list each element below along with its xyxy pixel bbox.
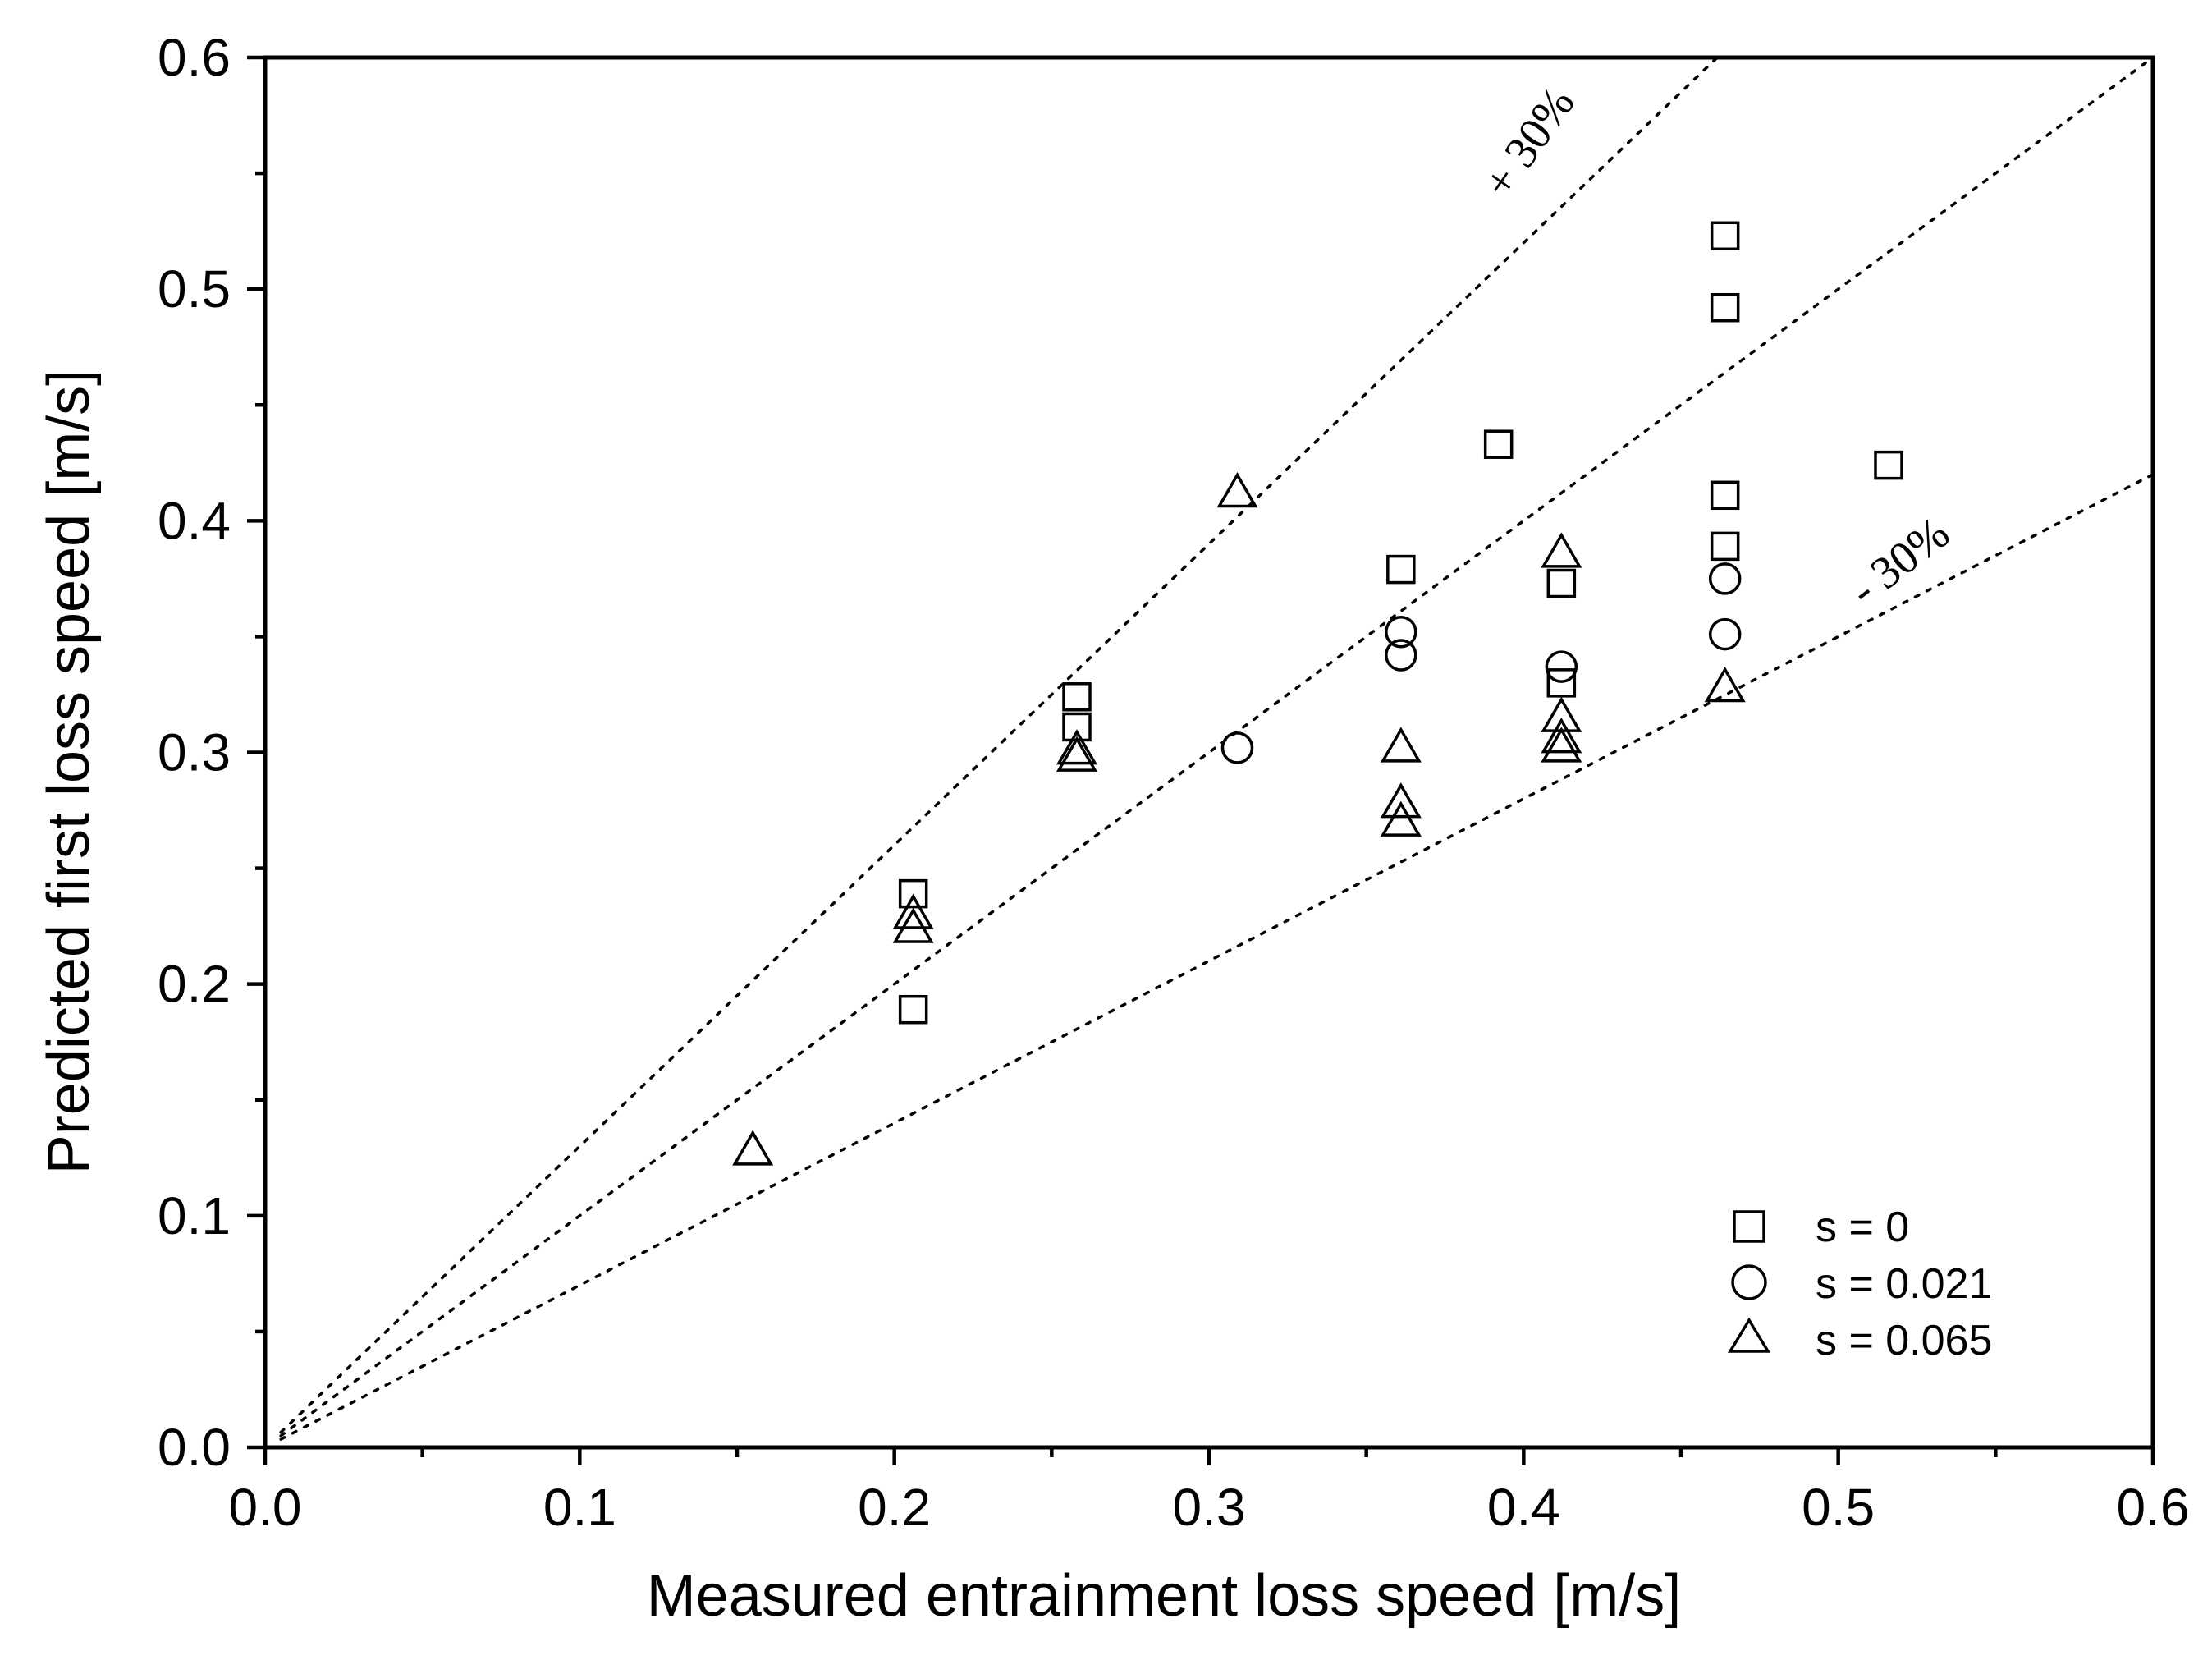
data-point-square xyxy=(1062,682,1092,712)
x-tick-label: 0.2 xyxy=(858,1478,931,1537)
data-point-square xyxy=(1710,531,1740,562)
x-axis-title: Measured entrainment loss speed [m/s] xyxy=(647,1563,1682,1629)
y-tick-label: 0.5 xyxy=(158,259,231,319)
reference-lines xyxy=(279,57,2153,1441)
data-point-square xyxy=(1710,292,1740,323)
reference-line-2 xyxy=(279,473,2153,1441)
data-point-circle xyxy=(1708,562,1742,595)
y-tick-label: 0.3 xyxy=(158,723,231,782)
data-points xyxy=(732,221,1903,1166)
legend-label-s0021: s = 0.021 xyxy=(1816,1260,1992,1308)
data-point-square xyxy=(898,994,928,1025)
data-point-square xyxy=(898,878,928,909)
data-point-triangle xyxy=(1216,471,1258,508)
data-point-triangle xyxy=(1541,718,1582,754)
x-tick-label: 0.3 xyxy=(1173,1478,1246,1537)
x-tick-label: 0.1 xyxy=(543,1478,616,1537)
data-point-square xyxy=(1710,480,1740,511)
data-point-square xyxy=(1386,554,1416,585)
legend: s = 0 s = 0.021 s = 0.065 xyxy=(1727,1204,1992,1364)
plus-30-annotation: + 30% xyxy=(1473,78,1585,207)
data-point-triangle xyxy=(1056,736,1098,772)
y-tick-label: 0.6 xyxy=(158,28,231,87)
legend-label-s0: s = 0 xyxy=(1816,1204,1909,1251)
data-point-triangle xyxy=(1541,532,1582,568)
data-point-square xyxy=(1874,450,1903,480)
axis-ticks xyxy=(247,55,2155,1465)
legend-label-s0065: s = 0.065 xyxy=(1816,1317,1992,1364)
y-tick-label: 0.2 xyxy=(158,955,231,1014)
data-point-triangle xyxy=(1380,782,1422,819)
data-point-triangle xyxy=(1541,727,1582,763)
y-tick-label: 0.1 xyxy=(158,1186,231,1245)
y-axis-title: Predicted first loss speed [m/s] xyxy=(36,369,102,1174)
data-point-triangle xyxy=(732,1130,774,1166)
x-tick-label: 0.5 xyxy=(1802,1478,1875,1537)
data-point-triangle xyxy=(1056,729,1098,765)
data-point-square xyxy=(1546,668,1577,698)
tick-labels: 0.00.0 0.1 0.1 0.2 0.2 0.3 0.3 0.4 0.4 0.5 0.5 0.6 0… xyxy=(158,28,2189,1537)
data-point-triangle xyxy=(892,907,934,943)
data-point-circle xyxy=(1385,639,1417,672)
x-tick-label: 0.0 xyxy=(229,1478,302,1537)
minus-30-annotation: - 30% xyxy=(1840,507,1959,616)
y-tick-label: 0.4 xyxy=(158,491,231,550)
data-point-triangle xyxy=(1704,667,1746,703)
data-point-circle xyxy=(1220,731,1254,764)
data-point-triangle xyxy=(1380,800,1422,837)
legend-square-marker xyxy=(1733,1210,1765,1243)
legend-triangle-marker xyxy=(1727,1317,1771,1353)
data-point-square xyxy=(1546,568,1577,598)
x-tick-label: 0.6 xyxy=(2117,1478,2190,1537)
data-point-circle xyxy=(1708,617,1742,651)
data-point-square xyxy=(1483,429,1514,459)
data-point-circle xyxy=(1545,650,1578,683)
data-point-square xyxy=(1710,221,1740,251)
data-point-circle xyxy=(1385,616,1417,649)
data-point-triangle xyxy=(1541,696,1582,732)
legend-circle-marker xyxy=(1731,1264,1767,1300)
x-tick-label: 0.4 xyxy=(1487,1478,1560,1537)
data-point-triangle xyxy=(1380,727,1422,763)
data-point-triangle xyxy=(892,893,934,929)
y-tick-label: 0.0 xyxy=(158,1418,231,1477)
